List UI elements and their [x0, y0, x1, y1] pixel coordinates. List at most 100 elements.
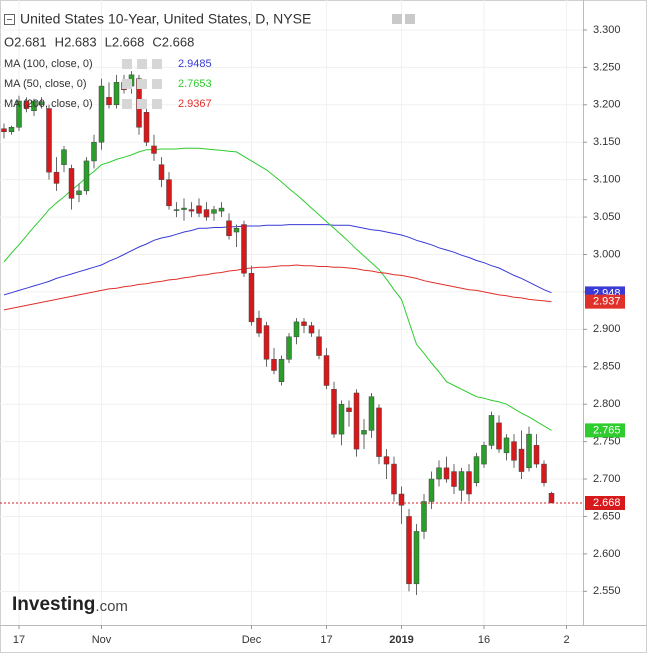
y-tick-label: 2.600 [593, 548, 621, 560]
price-box [585, 495, 625, 510]
candle-body [511, 441, 517, 461]
candle-body [226, 220, 232, 237]
ohlc-label: L [105, 34, 112, 49]
legend-value: 2.7653 [178, 78, 212, 90]
candle-body [353, 392, 360, 450]
candle-body [488, 415, 495, 446]
candle-body [68, 168, 75, 199]
candle-body [256, 317, 262, 334]
y-tick-label: 3.150 [593, 136, 621, 148]
ma-line [3, 147, 552, 431]
legend-icon[interactable] [122, 59, 132, 69]
legend-icon[interactable] [137, 99, 147, 109]
ohlc-label: C [152, 34, 161, 49]
legend-name: MA (100, close, 0) [4, 58, 93, 70]
candle-body [346, 407, 352, 412]
candle-body [1, 128, 7, 132]
candle-body [286, 336, 292, 360]
candle-body [481, 445, 487, 465]
candle-body [368, 396, 375, 431]
ma-line [3, 224, 552, 296]
ma-line [3, 264, 552, 311]
y-tick-label: 2.650 [593, 510, 621, 522]
candle-body [166, 179, 172, 207]
legend-value: 2.9367 [178, 98, 212, 110]
y-tick-label: 2.700 [593, 473, 621, 485]
x-tick-label: 2019 [389, 634, 413, 646]
candle-body [196, 205, 202, 214]
candle-body [61, 149, 67, 165]
candle-body [548, 493, 555, 504]
candle-body [241, 224, 247, 274]
y-tick-label: 3.100 [593, 174, 621, 186]
candle-body [113, 82, 120, 106]
candle-body [323, 355, 330, 386]
candle-body [518, 448, 525, 472]
x-tick-label: 2 [563, 634, 569, 646]
legend-icon[interactable] [137, 59, 147, 69]
legend-icon[interactable] [122, 99, 132, 109]
brand-name: Investing [12, 594, 95, 615]
candle-body [76, 190, 82, 195]
candle-body [398, 493, 405, 506]
price-box [585, 294, 625, 309]
x-tick-label: Nov [92, 634, 112, 646]
price-box-label: 2.937 [593, 296, 621, 308]
candle-body [158, 164, 165, 180]
candle-body [16, 100, 22, 128]
candle-body [301, 321, 307, 326]
settings-icon[interactable] [405, 14, 415, 24]
legend-icon[interactable] [122, 79, 132, 89]
candle-body [46, 108, 52, 173]
candle-body [383, 456, 390, 465]
legend-icon[interactable] [152, 79, 162, 89]
candle-body [91, 141, 97, 162]
candle-body [413, 531, 420, 585]
candle-body [473, 456, 480, 484]
y-tick-label: 3.250 [593, 61, 621, 73]
legend-icon[interactable] [152, 59, 162, 69]
collapse-icon[interactable] [4, 14, 15, 25]
x-tick-label: 16 [478, 634, 490, 646]
candle-body [406, 516, 412, 585]
candle-body [361, 430, 367, 435]
candle-body [308, 325, 315, 334]
candle-body [263, 325, 270, 360]
ohlc-label: H [55, 34, 64, 49]
candle-body [443, 467, 450, 480]
candle-body [316, 336, 322, 356]
candle-body [376, 407, 382, 457]
candle-body [38, 101, 45, 106]
candle-body [331, 388, 337, 435]
candle-body [31, 100, 37, 112]
ohlc-value: 2.668 [162, 34, 195, 49]
legend-icon[interactable] [137, 79, 147, 89]
candle-body [173, 209, 180, 211]
candle-body [278, 359, 285, 382]
legend-icon[interactable] [152, 99, 162, 109]
candle-body [271, 359, 277, 371]
ohlc-value: 2.668 [112, 34, 145, 49]
candle-body [83, 160, 90, 192]
candle-body [503, 437, 510, 454]
y-tick-label: 3.000 [593, 248, 621, 260]
price-box-label: 2.668 [593, 497, 621, 509]
candle-body [233, 228, 240, 233]
candle-body [8, 126, 15, 132]
candle-body [533, 445, 540, 465]
x-tick-label: Dec [242, 634, 262, 646]
candle-body [248, 272, 255, 323]
visibility-icon[interactable] [392, 14, 402, 24]
candle-body [181, 207, 187, 210]
candle-body [541, 463, 547, 484]
candle-body [218, 207, 225, 212]
chart-title: United States 10-Year, United States, D,… [20, 11, 311, 27]
y-tick-label: 3.300 [593, 24, 621, 36]
candle-body [338, 403, 345, 435]
candle-body [211, 209, 217, 214]
candle-body [293, 321, 300, 338]
candle-body [451, 471, 457, 487]
